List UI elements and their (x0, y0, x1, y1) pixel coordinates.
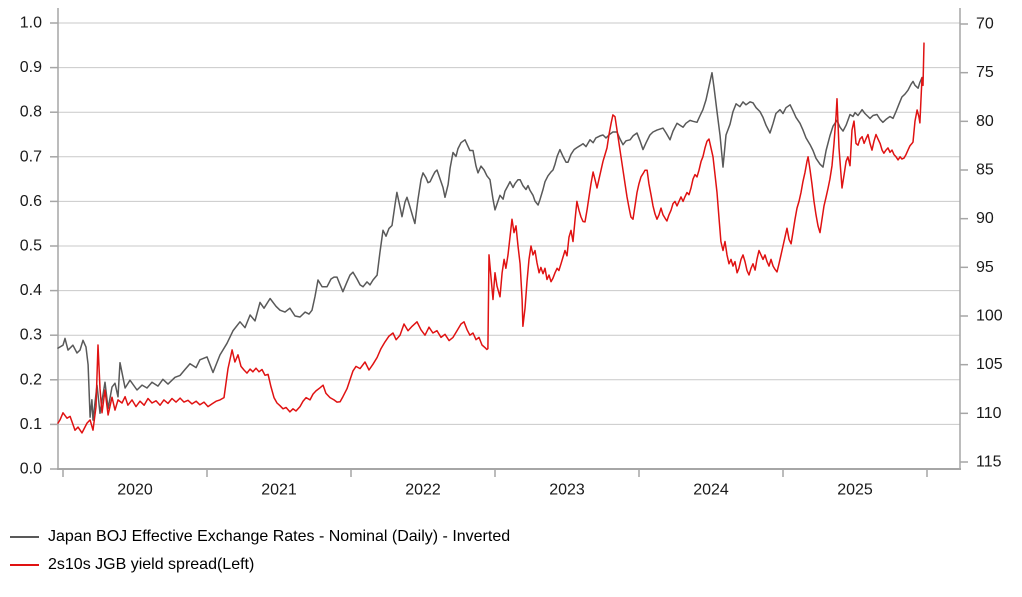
left-axis-tick-label: 0.1 (20, 416, 42, 433)
right-axis-tick-label: 75 (976, 64, 994, 81)
x-axis-year-label: 2024 (693, 481, 729, 498)
x-axis-year-label: 2022 (405, 481, 441, 498)
right-axis-tick-label: 90 (976, 210, 994, 227)
right-axis-tick-label: 85 (976, 161, 994, 178)
left-axis-tick-label: 0.5 (20, 238, 42, 255)
legend-item-jgb-spread: 2s10s JGB yield spread(Left) (10, 551, 510, 579)
left-axis-tick-label: 0.3 (20, 327, 42, 344)
legend-label-boj-effective-rate: Japan BOJ Effective Exchange Rates - Nom… (48, 528, 511, 545)
right-axis-tick-label: 80 (976, 113, 994, 130)
line-chart: 1.0 0.9 0.8 0.7 0.6 0.5 0.4 0.3 0.2 0.1 0.0 70 75 80 8… (20, 8, 1003, 498)
left-axis-tick-label: 0.0 (20, 461, 42, 478)
legend-swatch-red-line-icon (10, 564, 39, 566)
left-axis-tick-label: 1.0 (20, 15, 42, 32)
right-axis-tick-label: 110 (976, 405, 1002, 422)
x-axis-year-label: 2020 (117, 481, 153, 498)
right-axis-tick-label: 70 (976, 16, 994, 33)
x-axis-year-label: 2021 (261, 481, 297, 498)
left-axis-tick-label: 0.6 (20, 193, 42, 210)
right-axis-tick-label: 100 (976, 307, 1003, 324)
left-axis-tick-label: 0.2 (20, 371, 42, 388)
legend-label-jgb-spread: 2s10s JGB yield spread(Left) (48, 556, 255, 573)
legend-item-boj-effective-rate: Japan BOJ Effective Exchange Rates - Nom… (10, 523, 510, 551)
left-axis-tick-label: 0.9 (20, 59, 42, 76)
legend: Japan BOJ Effective Exchange Rates - Nom… (10, 523, 510, 579)
right-axis-tick-label: 115 (976, 453, 1002, 470)
series-line-boj-effective-rate (57, 71, 923, 421)
series-line-jgb-spread (57, 42, 925, 434)
right-axis-tick-label: 95 (976, 259, 994, 276)
left-axis-tick-label: 0.4 (20, 282, 42, 299)
x-axis-year-label: 2025 (837, 481, 873, 498)
x-axis-year-label: 2023 (549, 481, 585, 498)
left-axis-tick-label: 0.8 (20, 104, 42, 121)
right-axis-tick-label: 105 (976, 356, 1003, 373)
left-axis-tick-label: 0.7 (20, 148, 42, 165)
legend-swatch-gray-line-icon (10, 536, 39, 538)
